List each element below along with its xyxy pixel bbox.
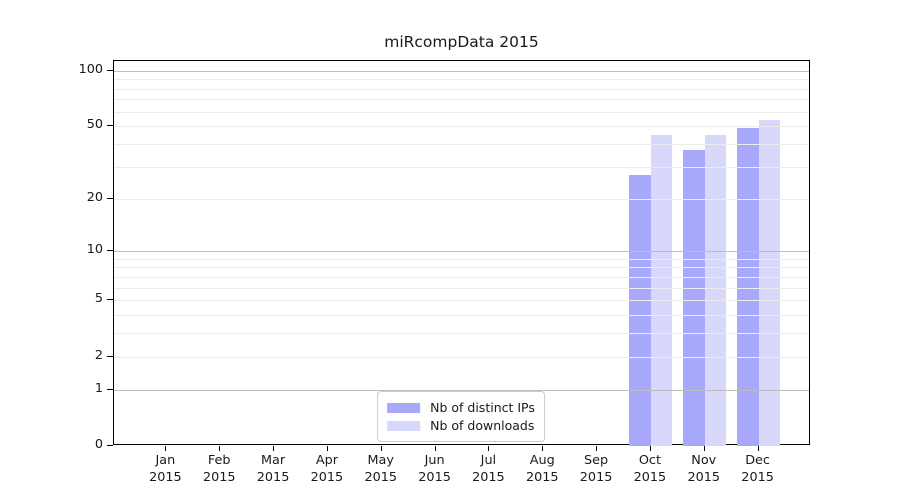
y-tick-label-50: 50 (86, 117, 103, 133)
year-label-mar: 2015 (256, 470, 290, 485)
bar-oct-nb-of-downloads (650, 134, 673, 446)
y-tick-mark-2 (107, 355, 113, 357)
month-label-sep: Sep (584, 453, 609, 468)
month-label-apr: Apr (315, 453, 338, 468)
month-label-mar: Mar (260, 453, 286, 468)
x-tick-mark-mar (273, 446, 275, 451)
x-tick-mark-oct (649, 446, 651, 451)
bar-oct-nb-of-distinct-ips (629, 175, 651, 446)
year-label-may: 2015 (364, 470, 398, 485)
year-label-apr: 2015 (310, 470, 344, 485)
legend-item-downloads: Nb of downloads (387, 418, 535, 433)
y-tick-mark-1 (107, 388, 113, 390)
y-tick-mark-50 (107, 125, 113, 127)
x-tick-mark-sep (596, 446, 598, 451)
x-tick-mark-jun (434, 446, 436, 451)
year-label-jul: 2015 (472, 470, 505, 485)
bar-dec-nb-of-downloads (758, 120, 781, 446)
month-label-dec: Dec (745, 453, 770, 468)
year-label-jun: 2015 (418, 470, 451, 485)
x-tick-mark-may (380, 446, 382, 451)
x-tick-mark-nov (703, 446, 705, 451)
y-tick-label-2: 2 (94, 347, 103, 363)
x-tick-mark-jan (165, 446, 167, 451)
legend: Nb of distinct IPs Nb of downloads (377, 391, 545, 442)
y-tick-mark-5 (107, 299, 113, 301)
year-label-jan: 2015 (149, 470, 182, 485)
month-label-nov: Nov (691, 453, 717, 468)
month-label-oct: Oct (638, 453, 661, 468)
month-label-may: May (367, 453, 394, 468)
year-label-sep: 2015 (579, 470, 613, 485)
plot-area (113, 60, 810, 446)
y-tick-label-1: 1 (94, 380, 103, 396)
year-label-dec: 2015 (741, 470, 774, 485)
legend-label-downloads: Nb of downloads (430, 418, 535, 433)
year-label-aug: 2015 (525, 470, 559, 485)
legend-item-distinct-ips: Nb of distinct IPs (387, 400, 535, 415)
bar-nov-nb-of-distinct-ips (683, 150, 705, 446)
legend-label-distinct-ips: Nb of distinct IPs (430, 400, 535, 415)
bar-nov-nb-of-downloads (704, 134, 727, 446)
y-tick-mark-20 (107, 197, 113, 199)
year-label-oct: 2015 (633, 470, 667, 485)
year-label-feb: 2015 (202, 470, 236, 485)
x-tick-mark-feb (219, 446, 221, 451)
legend-swatch-distinct-ips (387, 402, 421, 413)
y-tick-label-100: 100 (78, 61, 103, 77)
year-label-nov: 2015 (687, 470, 721, 485)
chart-title: miRcompData 2015 (384, 33, 539, 51)
bar-dec-nb-of-distinct-ips (737, 127, 759, 446)
month-label-feb: Feb (207, 453, 231, 468)
y-tick-label-5: 5 (94, 291, 103, 307)
y-tick-mark-10 (107, 250, 113, 252)
month-label-jul: Jul (480, 453, 497, 468)
legend-swatch-downloads (387, 420, 421, 431)
y-tick-label-0: 0 (94, 437, 103, 452)
y-tick-label-10: 10 (86, 242, 103, 258)
bars-layer (114, 61, 809, 446)
x-tick-mark-dec (757, 446, 759, 451)
month-label-aug: Aug (529, 453, 555, 468)
month-label-jun: Jun (424, 453, 445, 468)
y-tick-mark-0 (107, 445, 113, 446)
x-tick-mark-apr (326, 446, 328, 451)
x-tick-mark-jul (488, 446, 490, 451)
x-tick-mark-aug (542, 446, 544, 451)
y-tick-mark-100 (107, 69, 113, 71)
y-tick-label-20: 20 (86, 189, 103, 205)
month-label-jan: Jan (155, 453, 176, 468)
